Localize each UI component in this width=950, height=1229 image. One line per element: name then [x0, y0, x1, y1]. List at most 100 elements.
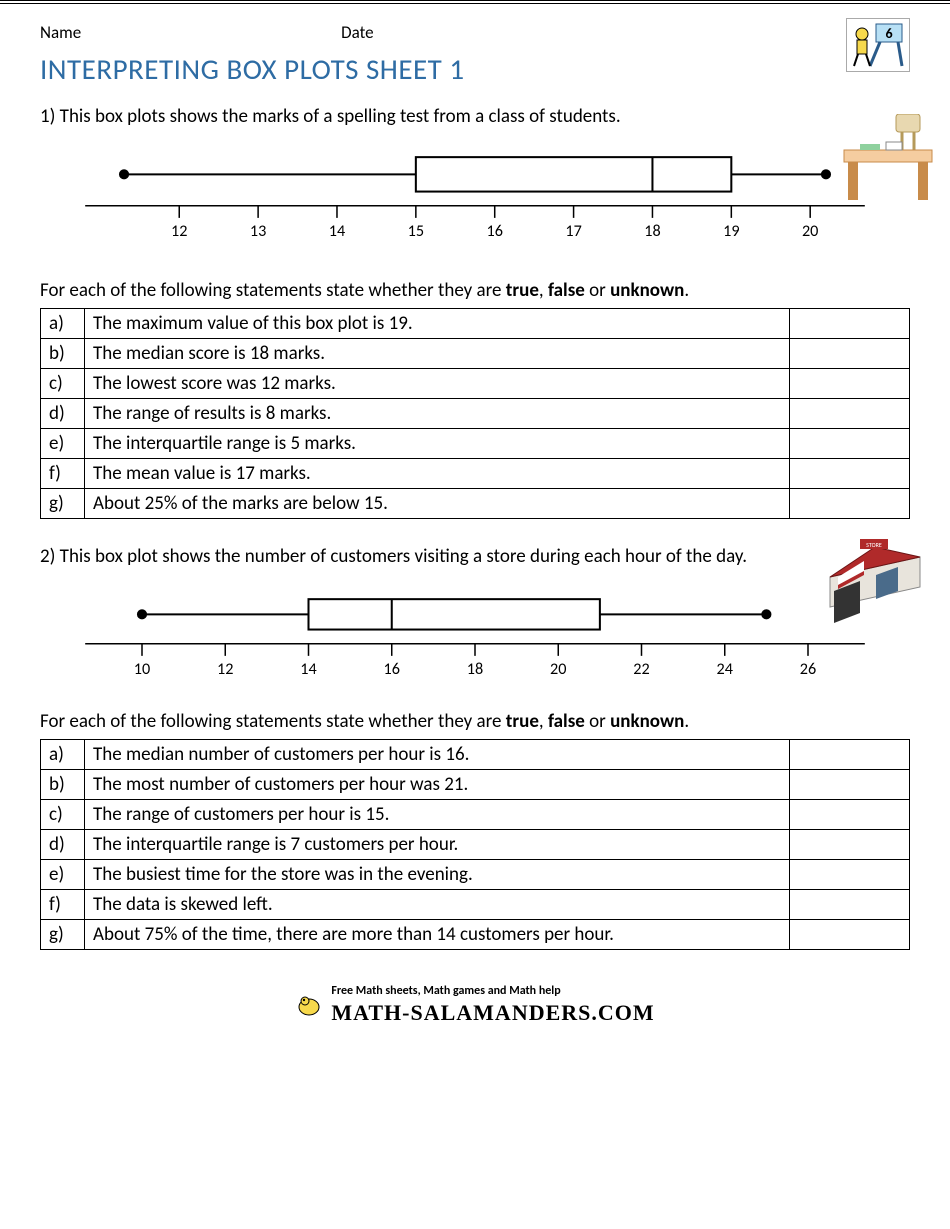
kw-true: true: [506, 279, 539, 302]
svg-text:15: 15: [408, 222, 424, 241]
table-row: e)The interquartile range is 5 marks.: [41, 429, 910, 459]
table-row: a)The median number of customers per hou…: [41, 739, 910, 769]
answer-cell[interactable]: [790, 919, 910, 949]
kw-or-2: or: [585, 710, 610, 733]
worksheet-page: Name Date 6 INTERPRETING BOX PLOTS SHEET…: [0, 0, 950, 1056]
answer-cell[interactable]: [790, 859, 910, 889]
table-row: e)The busiest time for the store was in …: [41, 859, 910, 889]
answer-cell[interactable]: [790, 769, 910, 799]
row-label: c): [41, 799, 85, 829]
svg-text:19: 19: [723, 222, 739, 241]
svg-text:12: 12: [217, 660, 233, 679]
row-label: e): [41, 429, 85, 459]
q2-prompt: 2) This box plot shows the number of cus…: [40, 545, 780, 568]
row-text: The range of results is 8 marks.: [85, 399, 790, 429]
answer-cell[interactable]: [790, 309, 910, 339]
row-text: The maximum value of this box plot is 19…: [85, 309, 790, 339]
answer-cell[interactable]: [790, 799, 910, 829]
table-row: d)The range of results is 8 marks.: [41, 399, 910, 429]
table-row: b)The most number of customers per hour …: [41, 769, 910, 799]
q1-prompt: 1) This box plots shows the marks of a s…: [40, 105, 780, 128]
table-row: a)The maximum value of this box plot is …: [41, 309, 910, 339]
footer-line1: Free Math sheets, Math games and Math he…: [331, 984, 654, 998]
row-text: The median number of customers per hour …: [85, 739, 790, 769]
table-row: f)The data is skewed left.: [41, 889, 910, 919]
row-text: The mean value is 17 marks.: [85, 459, 790, 489]
row-text: About 75% of the time, there are more th…: [85, 919, 790, 949]
page-title: INTERPRETING BOX PLOTS SHEET 1: [40, 51, 910, 87]
row-text: The range of customers per hour is 15.: [85, 799, 790, 829]
kw-true-2: true: [506, 710, 539, 733]
kw-unknown-2: unknown: [610, 710, 684, 733]
svg-text:24: 24: [717, 660, 733, 679]
row-text: The busiest time for the store was in th…: [85, 859, 790, 889]
table-row: b)The median score is 18 marks.: [41, 339, 910, 369]
desk-icon: [840, 114, 936, 204]
svg-text:18: 18: [644, 222, 660, 241]
row-label: f): [41, 459, 85, 489]
q1-boxplot: 121314151617181920: [40, 134, 910, 261]
answer-cell[interactable]: [790, 739, 910, 769]
answer-cell[interactable]: [790, 339, 910, 369]
row-label: e): [41, 859, 85, 889]
svg-text:13: 13: [250, 222, 266, 241]
salamander-icon: [295, 991, 323, 1019]
svg-text:STORE: STORE: [866, 541, 882, 549]
table-row: g)About 25% of the marks are below 15.: [41, 489, 910, 519]
row-text: The most number of customers per hour wa…: [85, 769, 790, 799]
svg-text:18: 18: [467, 660, 483, 679]
svg-text:20: 20: [550, 660, 566, 679]
answer-cell[interactable]: [790, 369, 910, 399]
svg-text:10: 10: [134, 660, 150, 679]
svg-text:6: 6: [885, 25, 892, 42]
svg-text:17: 17: [565, 222, 581, 241]
store-icon: STORE: [820, 537, 930, 633]
row-label: d): [41, 829, 85, 859]
row-label: g): [41, 489, 85, 519]
row-label: c): [41, 369, 85, 399]
kw-or: or: [585, 279, 610, 302]
q2-table: a)The median number of customers per hou…: [40, 739, 910, 950]
q1-instruction: For each of the following statements sta…: [40, 279, 910, 302]
answer-cell[interactable]: [790, 429, 910, 459]
row-label: g): [41, 919, 85, 949]
row-label: f): [41, 889, 85, 919]
q2-instr-prefix: For each of the following statements sta…: [40, 710, 506, 733]
row-text: The data is skewed left.: [85, 889, 790, 919]
svg-text:16: 16: [487, 222, 503, 241]
row-text: The interquartile range is 7 customers p…: [85, 829, 790, 859]
answer-cell[interactable]: [790, 399, 910, 429]
table-row: c)The range of customers per hour is 15.: [41, 799, 910, 829]
row-label: b): [41, 769, 85, 799]
svg-text:12: 12: [171, 222, 187, 241]
row-label: b): [41, 339, 85, 369]
q1-table: a)The maximum value of this box plot is …: [40, 308, 910, 519]
q2-section: STORE 2) This box plot shows the number …: [40, 545, 910, 949]
q1-instr-prefix: For each of the following statements sta…: [40, 279, 506, 302]
table-row: g)About 75% of the time, there are more …: [41, 919, 910, 949]
answer-cell[interactable]: [790, 829, 910, 859]
row-label: a): [41, 739, 85, 769]
date-label: Date: [341, 22, 373, 43]
svg-text:26: 26: [800, 660, 816, 679]
row-text: The lowest score was 12 marks.: [85, 369, 790, 399]
svg-text:14: 14: [300, 660, 316, 679]
svg-text:20: 20: [802, 222, 818, 241]
footer: Free Math sheets, Math games and Math he…: [40, 984, 910, 1026]
name-label: Name: [40, 22, 81, 43]
table-row: d)The interquartile range is 7 customers…: [41, 829, 910, 859]
row-text: The interquartile range is 5 marks.: [85, 429, 790, 459]
row-text: The median score is 18 marks.: [85, 339, 790, 369]
answer-cell[interactable]: [790, 889, 910, 919]
answer-cell[interactable]: [790, 489, 910, 519]
row-text: About 25% of the marks are below 15.: [85, 489, 790, 519]
row-label: d): [41, 399, 85, 429]
svg-text:16: 16: [384, 660, 400, 679]
q2-instruction: For each of the following statements sta…: [40, 710, 910, 733]
grade-logo: 6: [846, 18, 910, 72]
kw-false: false: [548, 279, 585, 302]
kw-unknown: unknown: [610, 279, 684, 302]
answer-cell[interactable]: [790, 459, 910, 489]
q2-boxplot: 101214161820222426: [40, 574, 910, 691]
table-row: c)The lowest score was 12 marks.: [41, 369, 910, 399]
